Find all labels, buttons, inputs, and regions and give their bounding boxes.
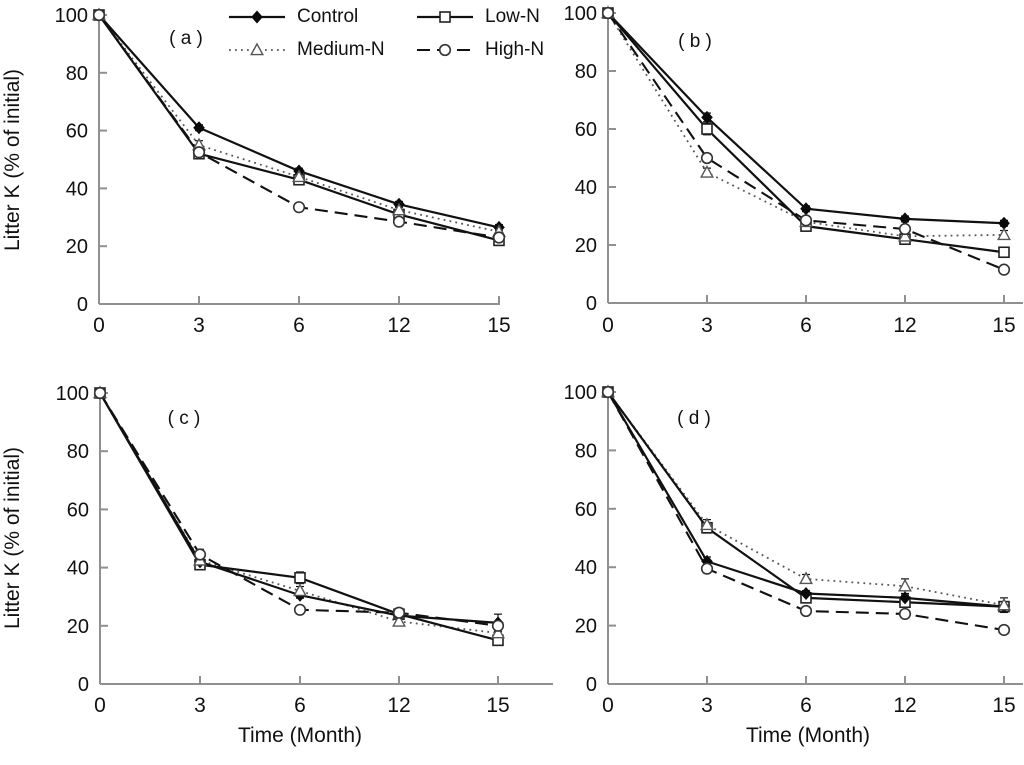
panel-c: 0 20 40 60 80 100 0 3 6 12 15 ( c ): [56, 383, 553, 717]
svg-text:40: 40: [66, 178, 88, 200]
legend-marker-triangle-open: [229, 42, 285, 56]
svg-text:12: 12: [893, 694, 916, 717]
svg-text:20: 20: [66, 236, 88, 258]
legend-item-control: Control: [228, 2, 416, 32]
svg-text:0: 0: [602, 314, 614, 337]
svg-text:80: 80: [575, 440, 597, 462]
y-axis-title-top-row: Litter K (% of initial): [1, 68, 24, 252]
svg-text:20: 20: [575, 235, 597, 257]
svg-text:60: 60: [575, 119, 597, 141]
svg-text:3: 3: [701, 314, 713, 337]
svg-text:40: 40: [575, 177, 597, 199]
svg-text:80: 80: [66, 63, 88, 85]
panel-b: 0 20 40 60 80 100 0 3 6 12 15 ( b ): [564, 3, 1023, 337]
svg-text:6: 6: [800, 314, 812, 337]
svg-text:6: 6: [800, 694, 812, 717]
panel-a: 0 20 40 60 80 100 0 3 6 12 15 ( a ): [55, 5, 511, 337]
svg-text:6: 6: [294, 694, 306, 717]
svg-text:100: 100: [55, 5, 88, 27]
legend-item-low-n: Low-N: [416, 2, 566, 32]
svg-text:12: 12: [893, 314, 916, 337]
svg-text:80: 80: [67, 441, 89, 463]
svg-text:3: 3: [701, 694, 713, 717]
svg-text:0: 0: [586, 293, 597, 315]
x-axis-title-panel-c: Time (Month): [237, 724, 363, 747]
svg-text:60: 60: [66, 121, 88, 143]
legend-label: Low-N: [485, 6, 540, 27]
series-markers-high-n: [93, 386, 505, 632]
svg-text:100: 100: [56, 383, 89, 405]
series-markers-high-n: [601, 6, 1011, 276]
svg-text:0: 0: [93, 314, 105, 337]
svg-text:0: 0: [586, 674, 597, 696]
series-markers-high-n: [92, 8, 506, 244]
legend-label: Medium-N: [297, 39, 385, 60]
legend-marker-circle-open: [417, 43, 473, 57]
svg-text:3: 3: [194, 694, 206, 717]
legend-marker-diamond-filled: [229, 10, 285, 24]
panel-letter: ( c ): [168, 408, 201, 429]
legend-label: High-N: [485, 39, 545, 60]
legend-marker-square-open: [417, 11, 473, 23]
svg-text:15: 15: [486, 694, 509, 717]
svg-text:6: 6: [293, 314, 305, 337]
series-line-medium-n: [98, 14, 500, 233]
y-axis-title-bottom-row: Litter K (% of initial): [1, 446, 24, 630]
legend-item-high-n: High-N: [416, 35, 566, 65]
svg-text:60: 60: [575, 499, 597, 521]
svg-text:12: 12: [387, 694, 410, 717]
svg-text:0: 0: [94, 694, 106, 717]
svg-text:60: 60: [67, 499, 89, 521]
svg-text:80: 80: [575, 61, 597, 83]
svg-text:3: 3: [193, 314, 205, 337]
series-markers-medium-n: [601, 384, 1011, 611]
svg-text:0: 0: [78, 674, 89, 696]
panel-letter: ( b ): [678, 31, 712, 52]
svg-text:100: 100: [564, 3, 597, 25]
svg-text:15: 15: [992, 314, 1015, 337]
svg-text:40: 40: [575, 557, 597, 579]
series-markers-high-n: [601, 385, 1011, 637]
legend: Control Low-N Medium-N High-N: [228, 2, 566, 65]
x-axis-title-panel-d: Time (Month): [745, 724, 871, 747]
series-markers-control: [602, 6, 1010, 230]
panel-letter: ( a ): [169, 28, 203, 49]
legend-item-medium-n: Medium-N: [228, 35, 416, 65]
svg-text:15: 15: [992, 694, 1015, 717]
svg-text:20: 20: [575, 616, 597, 638]
svg-text:0: 0: [602, 694, 614, 717]
legend-label: Control: [297, 6, 359, 27]
series-line-control: [607, 12, 1005, 225]
panel-letter: ( d ): [677, 408, 711, 429]
svg-text:100: 100: [564, 382, 597, 404]
svg-text:15: 15: [487, 314, 510, 337]
svg-text:20: 20: [67, 616, 89, 638]
svg-text:12: 12: [387, 314, 410, 337]
series-line-low-n: [99, 392, 499, 642]
svg-text:40: 40: [67, 558, 89, 580]
svg-text:0: 0: [77, 294, 88, 316]
panel-d: 0 20 40 60 80 100 0 3 6 12 15 ( d ): [564, 382, 1023, 717]
